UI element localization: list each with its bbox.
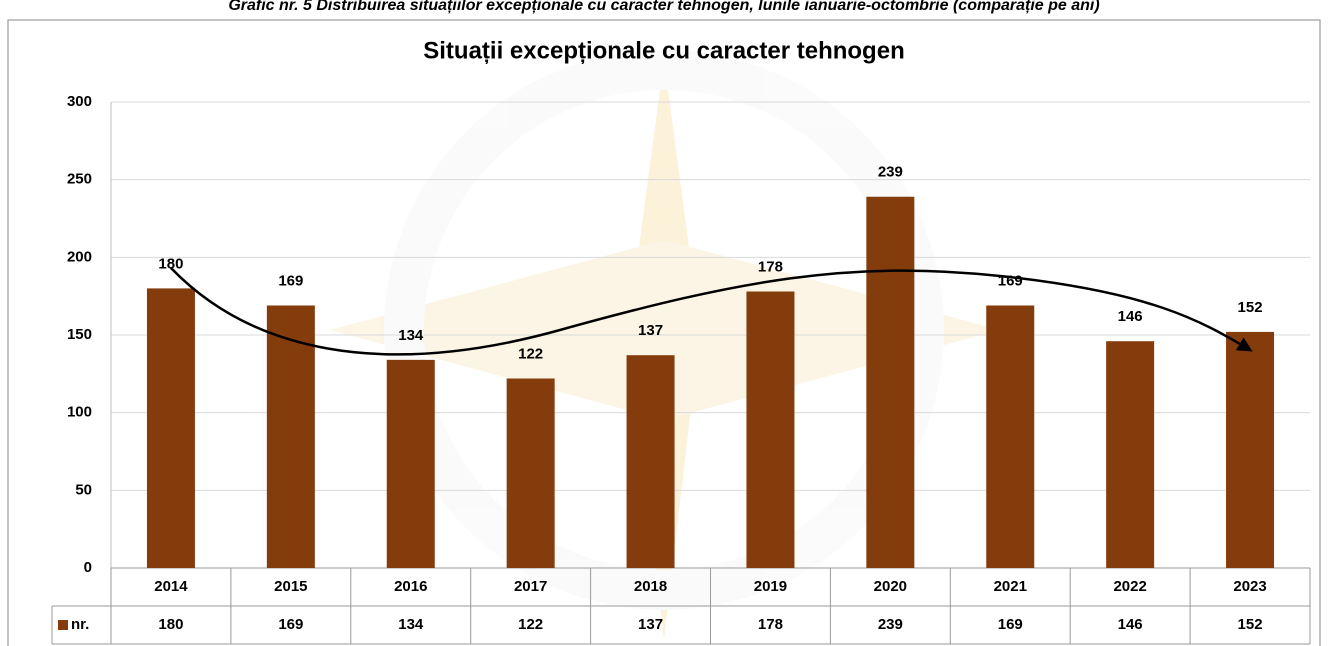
data-label: 146 xyxy=(1118,308,1143,325)
x-tick-label: 2014 xyxy=(154,578,188,595)
table-value: 134 xyxy=(398,616,424,633)
caption: Grafic nr. 5 Distribuirea situațiilor ex… xyxy=(228,0,1099,14)
table-value: 137 xyxy=(638,616,663,633)
y-tick-label: 300 xyxy=(67,93,92,110)
bar xyxy=(746,292,794,568)
x-tick-label: 2019 xyxy=(754,578,787,595)
data-label: 134 xyxy=(398,327,424,344)
bar xyxy=(986,305,1034,568)
bar xyxy=(627,355,675,568)
data-label: 169 xyxy=(998,272,1023,289)
data-label: 152 xyxy=(1238,299,1263,316)
y-tick-label: 0 xyxy=(84,559,92,576)
y-tick-label: 250 xyxy=(67,171,92,188)
table-value: 180 xyxy=(158,616,183,633)
data-label: 122 xyxy=(518,345,543,362)
bar xyxy=(866,197,914,568)
bar xyxy=(1106,341,1154,568)
x-tick-label: 2017 xyxy=(514,578,547,595)
table-value: 169 xyxy=(278,616,303,633)
table-value: 169 xyxy=(998,616,1023,633)
data-label: 180 xyxy=(158,255,183,272)
legend-label: nr. xyxy=(71,616,89,633)
bar xyxy=(1226,332,1274,568)
y-tick-label: 150 xyxy=(67,326,92,343)
bar xyxy=(147,288,195,568)
y-tick-label: 100 xyxy=(67,404,92,421)
y-tick-label: 50 xyxy=(75,481,92,498)
table-value: 178 xyxy=(758,616,783,633)
bar xyxy=(507,378,555,568)
x-tick-label: 2023 xyxy=(1233,578,1266,595)
data-label: 239 xyxy=(878,164,903,181)
x-tick-label: 2022 xyxy=(1113,578,1146,595)
table-value: 122 xyxy=(518,616,543,633)
x-tick-label: 2021 xyxy=(994,578,1027,595)
chart: Grafic nr. 5 Distribuirea situațiilor ex… xyxy=(0,0,1328,646)
x-tick-label: 2016 xyxy=(394,578,427,595)
data-label: 178 xyxy=(758,258,783,275)
data-label: 137 xyxy=(638,322,663,339)
table-value: 152 xyxy=(1238,616,1263,633)
table-value: 146 xyxy=(1118,616,1143,633)
chart-title: Situații excepționale cu caracter tehnog… xyxy=(423,37,904,64)
x-tick-label: 2015 xyxy=(274,578,307,595)
data-label: 169 xyxy=(278,272,303,289)
bar xyxy=(387,360,435,568)
legend-swatch xyxy=(58,620,68,630)
x-tick-label: 2020 xyxy=(874,578,907,595)
y-tick-label: 200 xyxy=(67,248,92,265)
x-tick-label: 2018 xyxy=(634,578,667,595)
table-value: 239 xyxy=(878,616,903,633)
